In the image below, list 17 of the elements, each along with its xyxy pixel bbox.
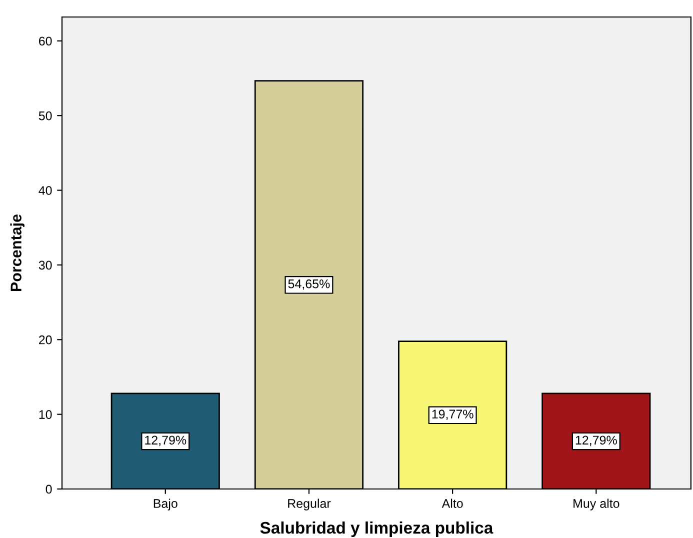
data-label: 54,65% (288, 279, 330, 290)
x-tick-label: Muy alto (574, 498, 620, 510)
x-tick-label: Regular (288, 498, 331, 510)
y-tick-label: 40 (38, 186, 52, 195)
data-label: 19,77% (432, 410, 474, 420)
y-tick-label: 30 (38, 260, 52, 270)
data-label: 12,79% (145, 436, 186, 446)
y-tick-label: 50 (38, 111, 52, 120)
data-label: 12,79% (576, 436, 617, 446)
y-tick-label: 60 (39, 36, 52, 46)
y-tick-label: 0 (46, 484, 52, 494)
x-tick-label: Alto (442, 498, 463, 508)
x-axis-title: Salubridad y limpieza publica (260, 521, 494, 538)
y-axis-title: Porcentaje (10, 214, 24, 292)
y-tick-label: 20 (39, 335, 52, 344)
y-tick-label: 10 (39, 410, 52, 419)
x-tick-label: Bajo (154, 498, 178, 510)
